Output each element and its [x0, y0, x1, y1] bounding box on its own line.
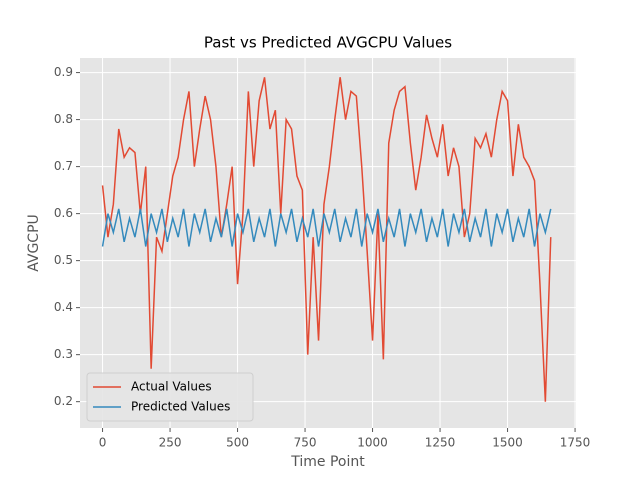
x-tick-label: 1500 [492, 436, 523, 450]
x-tick-label: 1250 [425, 436, 456, 450]
legend: Actual Values Predicted Values [86, 372, 254, 422]
x-tick-label: 1750 [560, 436, 591, 450]
series-line [101, 208, 552, 247]
chart-title: Past vs Predicted AVGCPU Values [204, 34, 452, 52]
y-tick-label: 0.9 [54, 65, 73, 79]
y-tick-label: 0.6 [54, 206, 73, 220]
y-tick-label: 0.5 [54, 253, 73, 267]
legend-label: Actual Values [131, 380, 212, 394]
y-axis-label: AVGCPU [26, 214, 42, 272]
y-tick-label: 0.4 [54, 300, 73, 314]
y-tick-label: 0.7 [54, 159, 73, 173]
y-tick-label: 0.2 [54, 394, 73, 408]
x-tick-label: 1000 [357, 436, 388, 450]
x-tick-label: 500 [226, 436, 249, 450]
x-axis-label: Time Point [290, 454, 365, 470]
x-tick-label: 750 [294, 436, 317, 450]
x-tick-label: 250 [159, 436, 182, 450]
y-tick-label: 0.8 [54, 112, 73, 126]
legend-label: Predicted Values [131, 400, 230, 414]
series-line [101, 77, 552, 402]
legend-box [86, 372, 254, 422]
x-tick-label: 0 [99, 436, 107, 450]
y-tick-label: 0.3 [54, 347, 73, 361]
